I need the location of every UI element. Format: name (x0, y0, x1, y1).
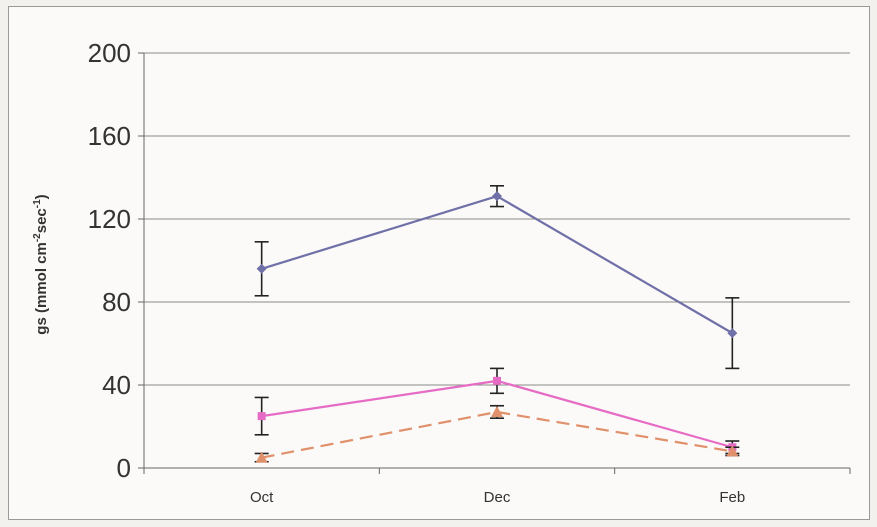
x-tick-label-oct: Oct (250, 489, 274, 506)
y-tick-label-120: 120 (88, 204, 131, 234)
series-3-point-1 (491, 405, 503, 417)
gridlines (144, 52, 850, 386)
chart-frame (8, 6, 870, 520)
series-3 (254, 404, 740, 463)
y-tick-label-40: 40 (102, 370, 131, 400)
y-tick-label-0: 0 (117, 453, 131, 483)
y-axis-label-sup1: -2 (32, 233, 43, 242)
series-1-point-0 (256, 263, 267, 274)
y-axis-label-end: ) (33, 194, 50, 199)
axes (138, 52, 851, 474)
series-3-point-2 (726, 445, 739, 457)
x-tick-label-dec: Dec (484, 489, 511, 506)
series (254, 185, 740, 463)
y-tick-label-200: 200 (88, 38, 131, 68)
series-1-line (261, 194, 733, 335)
series-1-point-1 (492, 191, 502, 202)
y-axis-label-main: gs (mmol cm (33, 242, 50, 335)
series-2-point-1 (493, 376, 501, 385)
series-1-point-2 (727, 328, 738, 339)
x-tick-labels: Oct Dec Feb (250, 489, 745, 506)
y-axis-label-sup2: -1 (32, 199, 43, 208)
series-2-point-0 (257, 412, 266, 421)
series-1 (254, 185, 740, 370)
series-3-point-0 (255, 451, 268, 463)
y-axis-label: gs (mmol cm-2sec-1) (32, 194, 50, 334)
y-tick-labels: 0 40 80 120 160 200 (88, 38, 131, 483)
x-tick-label-feb: Feb (719, 489, 745, 506)
y-tick-label-80: 80 (102, 287, 131, 317)
y-axis-label-mid: sec (33, 208, 50, 233)
y-tick-label-160: 160 (88, 121, 131, 151)
